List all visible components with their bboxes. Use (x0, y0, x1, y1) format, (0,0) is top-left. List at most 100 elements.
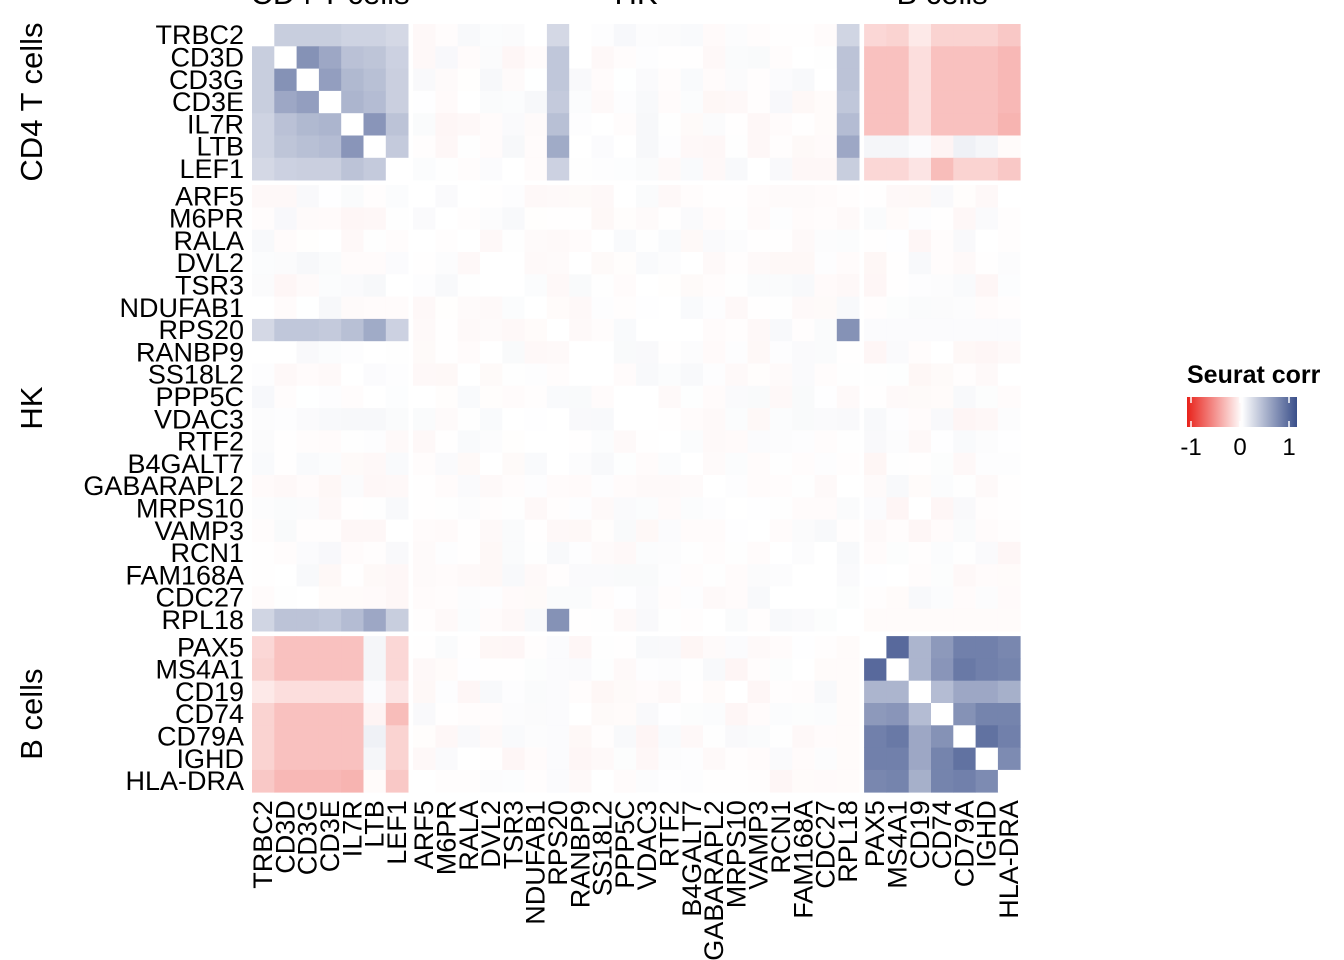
heatmap-cell (836, 519, 860, 543)
heatmap-cell (524, 519, 548, 543)
heatmap-cell (546, 519, 570, 543)
heatmap-cell (953, 408, 976, 431)
heatmap-cell (413, 24, 436, 47)
heatmap-cell (341, 68, 364, 92)
heatmap-cell (546, 608, 570, 632)
heatmap-cell (953, 296, 976, 320)
heatmap-cell (769, 564, 793, 587)
heatmap-cell (385, 90, 409, 114)
heatmap-cell (975, 363, 999, 387)
heatmap-cell (636, 519, 659, 543)
column-label: DVL2 (476, 800, 506, 868)
heatmap-cell (413, 363, 436, 387)
heatmap-cell (908, 747, 932, 771)
heatmap-cell (480, 157, 503, 181)
heatmap-cell (252, 725, 275, 748)
heatmap-cell (864, 519, 887, 543)
heatmap-cell (591, 430, 615, 454)
heatmap-cell (274, 157, 297, 181)
heatmap-cell (703, 385, 726, 409)
heatmap-cell (997, 157, 1021, 181)
heatmap-cell (502, 318, 525, 342)
heatmap-cell (953, 135, 976, 159)
heatmap-cell (457, 113, 481, 136)
heatmap-cell (252, 586, 275, 610)
heatmap-cell (953, 207, 976, 231)
heatmap-cell (569, 475, 592, 498)
heatmap-cell (725, 24, 748, 47)
heatmap-cell (953, 385, 976, 409)
heatmap-cell (435, 341, 459, 364)
row-label: FAM168A (125, 560, 244, 590)
heatmap-cell (341, 157, 364, 181)
heatmap-cell (591, 747, 615, 771)
heatmap-cell (296, 475, 320, 498)
heatmap-cell (975, 385, 999, 409)
heatmap-cell (613, 497, 637, 520)
heatmap-cell (975, 135, 999, 159)
heatmap-cell (385, 769, 409, 793)
heatmap-cell (836, 680, 860, 704)
heatmap-cell (680, 541, 704, 565)
heatmap-cell (886, 318, 910, 342)
heatmap-cell (864, 157, 887, 181)
heatmap-cell (931, 608, 954, 632)
heatmap-cell (296, 519, 320, 543)
heatmap-cell (385, 680, 409, 704)
heatmap-cell (703, 586, 726, 610)
heatmap-cell (569, 229, 592, 253)
heatmap-cell (435, 113, 459, 136)
heatmap-cell (546, 725, 570, 748)
heatmap-cell (524, 113, 548, 136)
heatmap-cell (769, 680, 793, 704)
heatmap-cell (997, 318, 1021, 342)
heatmap-cell (613, 769, 637, 793)
heatmap-cell (703, 157, 726, 181)
column-label: RANBP9 (565, 800, 595, 908)
heatmap-cell (363, 207, 387, 231)
heatmap-cell (886, 252, 910, 275)
heatmap-cell (747, 46, 771, 69)
heatmap-cell (480, 658, 503, 682)
heatmap-cell (435, 408, 459, 431)
heatmap-cell (975, 157, 999, 181)
heatmap-cell (769, 90, 793, 114)
heatmap-cell (363, 769, 387, 793)
heatmap-cell (435, 430, 459, 454)
heatmap-cell (457, 564, 481, 587)
heatmap-cell (413, 90, 436, 114)
heatmap-cell (524, 341, 548, 364)
heatmap-cell (546, 229, 570, 253)
heatmap-cell (792, 769, 815, 793)
heatmap-cell (252, 452, 275, 476)
heatmap-cell (814, 541, 838, 565)
heatmap-cell (997, 586, 1021, 610)
heatmap-cell (836, 113, 860, 136)
heatmap-cell (997, 274, 1021, 297)
heatmap-cell (747, 385, 771, 409)
heatmap-cell (703, 769, 726, 793)
heatmap-cell (435, 296, 459, 320)
heatmap-cell (341, 90, 364, 114)
heatmap-cell (457, 68, 481, 92)
heatmap-cell (814, 452, 838, 476)
heatmap-cell (274, 207, 297, 231)
heatmap-cell (318, 452, 342, 476)
column-label: LTB (360, 800, 390, 848)
row-label: MRPS10 (136, 493, 244, 523)
heatmap-cell (636, 430, 659, 454)
heatmap-cell (341, 252, 364, 275)
heatmap-cell (252, 135, 275, 159)
heatmap-cell (296, 680, 320, 704)
row-label: SS18L2 (148, 360, 244, 390)
heatmap-cell (975, 608, 999, 632)
heatmap-cell (363, 157, 387, 181)
heatmap-cell (252, 497, 275, 520)
heatmap-cell (363, 703, 387, 726)
heatmap-cell (975, 475, 999, 498)
heatmap-cell (363, 747, 387, 771)
heatmap-cell (908, 475, 932, 498)
heatmap-cell (341, 769, 364, 793)
heatmap-cell (814, 385, 838, 409)
heatmap-cell (886, 24, 910, 47)
